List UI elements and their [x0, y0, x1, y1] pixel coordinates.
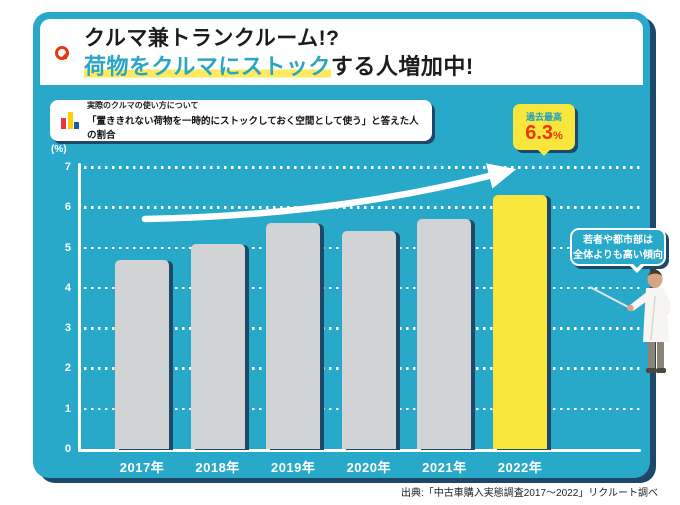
record-callout-value: 6.3% [525, 122, 563, 144]
page-title: クルマ兼トランクルーム!? 荷物をクルマにストックする人増加中! [84, 25, 474, 81]
bar-chart: (%) 0 1 2 3 4 5 6 7 2017年 2018年 2019年 2020年 2021年 202… [33, 12, 650, 478]
y-tick-label-3: 3 [64, 322, 71, 335]
bar-2020年 [341, 231, 396, 449]
y-tick-label-7: 7 [64, 161, 71, 173]
y-tick-label-1: 1 [64, 402, 71, 415]
legend-subtitle: 実際のクルマの使い方について [87, 101, 199, 110]
legend-text: 実際のクルマの使い方について 「置ききれない荷物を一時的にストックしておく空間と… [87, 100, 426, 141]
bar-2018年 [190, 243, 245, 449]
person-figure [589, 269, 671, 373]
y-tick-label-5: 5 [64, 241, 71, 254]
legend-box: 実際のクルマの使い方について 「置ききれない荷物を一時的にストックしておく空間と… [50, 100, 432, 141]
title-line-2: 荷物をクルマにストックする人増加中! [84, 53, 474, 81]
pointer-stick [589, 286, 631, 309]
x-tick-label-2021年: 2021年 [422, 460, 467, 475]
title-line-1: クルマ兼トランクルーム!? [84, 27, 340, 50]
bar-2022年 [493, 195, 547, 449]
question-magnifier-icon [55, 46, 69, 60]
legend-title: 「置ききれない荷物を一時的にストックしておく空間として使う」と答えた人の割合 [87, 116, 419, 141]
x-tick-label-2022年: 2022年 [497, 460, 543, 475]
source-note: 出典:「中古車購入実態調査2017〜2022」リクルート調べ [401, 488, 658, 499]
header-bar: クルマ兼トランクルーム!? 荷物をクルマにストックする人増加中! [40, 19, 643, 85]
bar-2021年 [417, 219, 472, 449]
x-tick-label-2020年: 2020年 [346, 460, 391, 475]
speech-bubble-line-1: 若者や都市部は [583, 235, 653, 246]
x-axis-line [78, 449, 641, 452]
y-tick-label-4: 4 [64, 281, 71, 294]
x-tick-label-2017年: 2017年 [119, 460, 165, 475]
title-rest: する人増加中! [330, 54, 474, 79]
record-callout: 過去最高 6.3% [513, 104, 575, 156]
speech-bubble: 若者や都市部は 全体よりも高い傾向 [570, 228, 666, 273]
gridline-6 [84, 206, 640, 209]
title-highlight: 荷物をクルマにストック [84, 54, 331, 79]
mini-bar-chart-icon [61, 112, 79, 129]
y-axis-unit-label: (%) [51, 144, 67, 155]
x-tick-label-2019年: 2019年 [270, 460, 316, 475]
y-tick-label-0: 0 [64, 443, 71, 455]
y-tick-label-6: 6 [64, 201, 71, 214]
infographic-card: クルマ兼トランクルーム!? 荷物をクルマにストックする人増加中! 実際のクルマの… [33, 12, 671, 478]
record-callout-label: 過去最高 [525, 112, 562, 122]
speech-bubble-line-2: 全体よりも高い傾向 [573, 250, 663, 261]
bar-2017年 [115, 259, 169, 449]
y-axis-line [78, 163, 81, 452]
bar-2019年 [266, 223, 321, 449]
x-tick-label-2018年: 2018年 [195, 460, 240, 475]
gridline-7 [84, 166, 640, 169]
y-tick-label-2: 2 [64, 362, 71, 375]
